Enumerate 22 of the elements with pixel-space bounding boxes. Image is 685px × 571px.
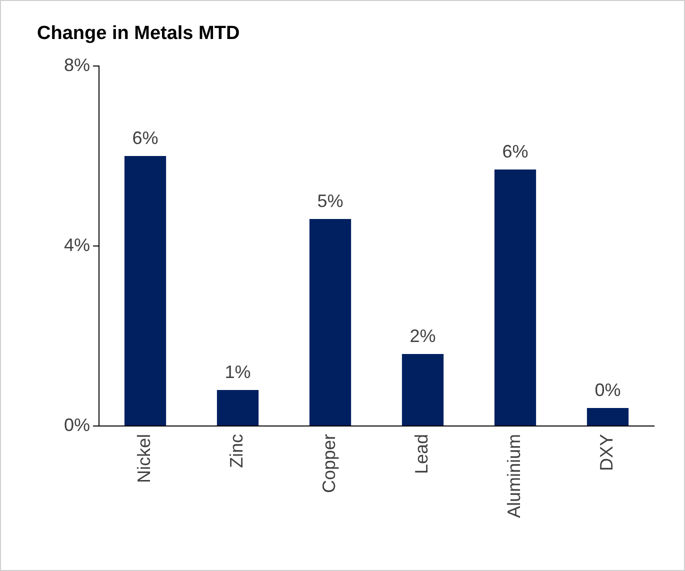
x-tick-label: DXY — [596, 434, 617, 471]
bar — [216, 390, 259, 426]
data-label: 6% — [132, 128, 158, 148]
data-label: 5% — [317, 190, 344, 211]
data-label: 0% — [594, 380, 621, 400]
y-tick-label: 0% — [64, 414, 90, 435]
x-tick-label: Aluminium — [504, 434, 524, 518]
bar — [124, 156, 166, 426]
chart-title: Change in Metals MTD — [37, 23, 240, 45]
x-tick-label: Copper — [319, 434, 340, 494]
bar — [494, 169, 536, 426]
x-tick-label: Lead — [412, 434, 432, 474]
data-label: 2% — [410, 326, 436, 346]
bar — [309, 218, 352, 426]
data-label: 1% — [224, 362, 251, 382]
y-tick-label: 8% — [64, 54, 90, 75]
bar — [402, 354, 444, 426]
x-tick-label: Nickel — [134, 434, 154, 483]
y-tick-label: 4% — [64, 234, 90, 255]
data-label: 6% — [502, 141, 528, 162]
bar — [586, 408, 629, 426]
x-tick-label: Zinc — [226, 434, 247, 468]
